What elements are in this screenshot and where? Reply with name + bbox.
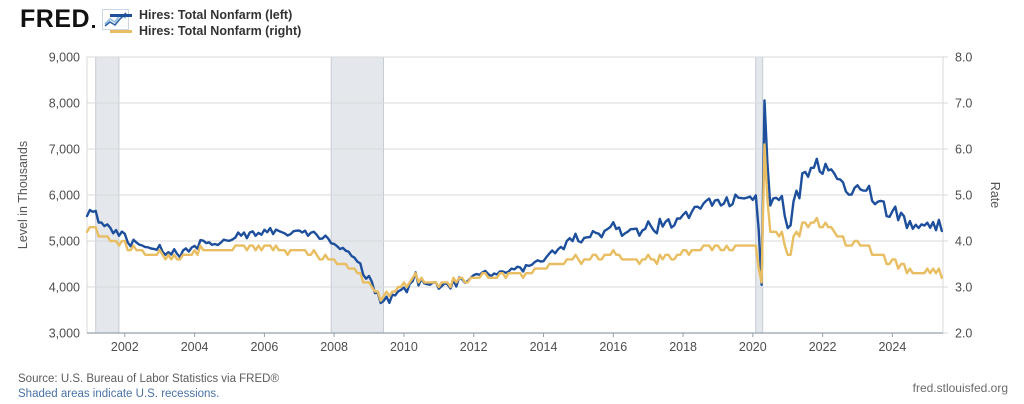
- left-axis-title: Level in Thousands: [16, 141, 30, 249]
- chart-footer: Source: U.S. Bureau of Labor Statistics …: [18, 372, 279, 402]
- right-axis-ticks: 2.0 3.0 4.0 5.0 6.0 7.0 8.0: [943, 51, 972, 341]
- recessions-link[interactable]: Shaded areas indicate U.S. recessions.: [18, 388, 220, 400]
- x-axis-ticks: 2002 2004 2006 2008 2010 2012 2014 2016 2018 2020…: [111, 333, 906, 354]
- left-tick-label: 9,000: [49, 51, 80, 65]
- fred-logo-text: FRED: [20, 5, 91, 33]
- x-tick-label: 2018: [669, 340, 697, 354]
- left-tick-label: 4,000: [49, 281, 80, 295]
- right-tick-label: 6.0: [955, 143, 972, 157]
- x-tick-label: 2008: [320, 340, 348, 354]
- left-tick-label: 3,000: [49, 327, 80, 341]
- left-tick-label: 8,000: [49, 97, 80, 111]
- right-tick-label: 5.0: [955, 189, 972, 203]
- legend-item[interactable]: Hires: Total Nonfarm (right): [110, 23, 301, 39]
- x-tick-label: 2012: [460, 340, 488, 354]
- left-axis-ticks: 3,000 4,000 5,000 6,000 7,000 8,000 9,000: [49, 51, 80, 341]
- legend-label: Hires: Total Nonfarm (right): [139, 24, 302, 38]
- chart-legend: Hires: Total Nonfarm (left) Hires: Total …: [110, 7, 301, 39]
- x-tick-label: 2004: [181, 340, 209, 354]
- legend-swatch: [110, 13, 132, 17]
- right-tick-label: 8.0: [955, 51, 972, 65]
- series-line-left[interactable]: [85, 99, 943, 305]
- x-tick-label: 2020: [739, 340, 767, 354]
- x-tick-label: 2010: [390, 340, 418, 354]
- right-tick-label: 2.0: [955, 327, 972, 341]
- fred-url-link[interactable]: fred.stlouisfed.org: [912, 381, 1008, 395]
- legend-swatch: [110, 29, 132, 33]
- right-tick-label: 7.0: [955, 97, 972, 111]
- x-tick-label: 2006: [250, 340, 278, 354]
- x-tick-label: 2024: [878, 340, 906, 354]
- legend-item[interactable]: Hires: Total Nonfarm (left): [110, 7, 301, 23]
- right-axis-title: Rate: [988, 182, 1002, 208]
- left-tick-label: 7,000: [49, 143, 80, 157]
- series-line-right[interactable]: [85, 143, 943, 302]
- x-tick-label: 2014: [530, 340, 558, 354]
- left-tick-label: 6,000: [49, 189, 80, 203]
- left-tick-label: 5,000: [49, 235, 80, 249]
- right-tick-label: 3.0: [955, 281, 972, 295]
- x-tick-label: 2022: [809, 340, 837, 354]
- right-tick-label: 4.0: [955, 235, 972, 249]
- legend-label: Hires: Total Nonfarm (left): [139, 8, 293, 22]
- source-text: Source: U.S. Bureau of Labor Statistics …: [18, 373, 279, 385]
- fred-logo-registered-dot: [92, 24, 96, 28]
- x-tick-label: 2002: [111, 340, 139, 354]
- x-tick-label: 2016: [599, 340, 627, 354]
- gridlines: [87, 56, 943, 334]
